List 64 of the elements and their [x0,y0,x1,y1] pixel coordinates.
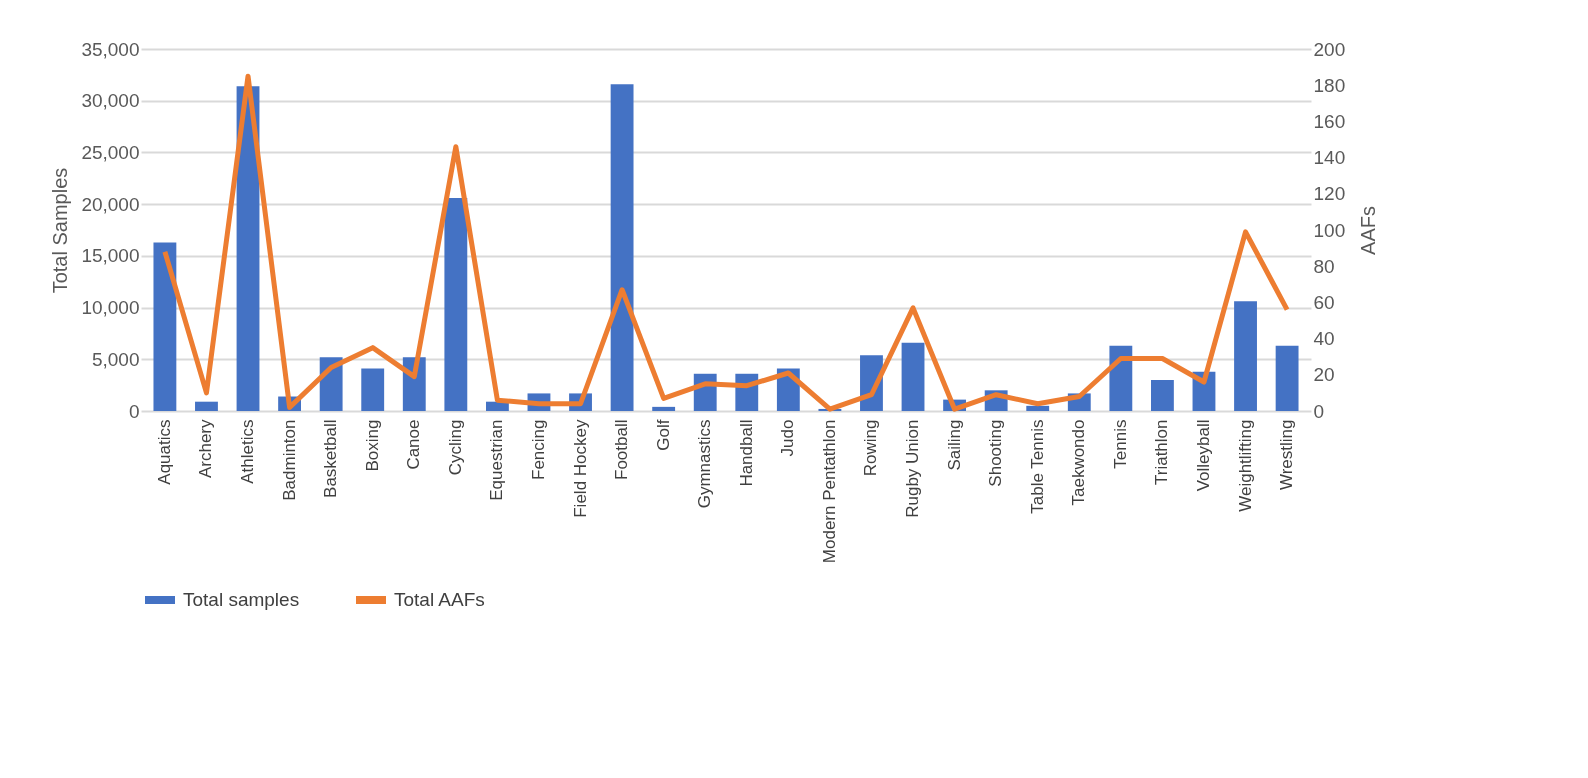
x-tick-label: Cycling [445,419,465,476]
x-tick-label: Handball [736,419,756,487]
y2-tick-label: 0 [1313,400,1325,422]
x-tick-label: Taekwondo [1069,419,1089,506]
x-tick-label: Judo [778,419,798,457]
x-tick-label: Tennis [1110,419,1130,469]
x-tick-label: Shooting [986,419,1006,487]
x-tick-label: Table Tennis [1027,419,1047,514]
x-tick-label: Weightlifting [1235,419,1255,512]
bar [1150,379,1174,411]
x-tick-label: Rowing [861,419,881,477]
y-axis-title: Total Samples [49,167,72,294]
x-tick-label: Archery [196,419,216,479]
x-tick-label: Athletics [238,419,258,484]
x-tick-label: Fencing [528,419,548,480]
x-tick-label: Football [612,419,632,480]
bar [1109,345,1133,411]
y2-tick-label: 200 [1313,38,1346,60]
y-tick-label: 30,000 [81,90,140,112]
x-tick-label: Modern Pentathlon [819,419,839,564]
x-tick-label: Sailing [944,419,964,471]
bar [444,197,468,411]
bar [652,406,676,411]
y-tick-label: 25,000 [81,141,140,163]
bar [1026,405,1050,411]
y2-tick-label: 100 [1313,219,1346,241]
y2-tick-label: 20 [1313,364,1335,386]
x-tick-label: Wrestling [1277,419,1297,491]
y2-tick-label: 120 [1313,183,1346,205]
bar [195,401,218,411]
bar [153,242,177,411]
x-tick-label: Boxing [362,419,382,472]
y-tick-label: 0 [128,400,140,422]
y-tick-label: 35,000 [81,38,140,60]
x-tick-label: Field Hockey [570,419,590,518]
x-tick-label: Volleyball [1193,419,1213,492]
bar [1234,301,1257,411]
y2-tick-label: 60 [1313,291,1335,313]
y2-axis-title: AAFs [1357,206,1380,255]
x-tick-label: Canoe [404,419,424,470]
x-tick-label: Equestrian [487,419,507,501]
x-tick-label: Aquatics [154,419,174,485]
y-tick-label: 10,000 [81,297,140,319]
y2-tick-label: 80 [1313,255,1335,277]
y2-tick-label: 180 [1313,74,1346,96]
y2-tick-label: 40 [1313,328,1335,350]
bar [901,342,925,411]
y-tick-label: 5,000 [91,348,140,370]
y2-tick-label: 140 [1313,147,1346,169]
bar [485,401,509,411]
bar [1275,345,1299,411]
x-tick-label: Triathlon [1152,419,1172,486]
y2-tick-label: 160 [1313,110,1346,132]
legend-label: Total AAFs [394,589,485,610]
bar [361,368,385,411]
y-tick-label: 15,000 [81,245,140,267]
x-tick-label: Rugby Union [903,419,923,518]
bar [610,84,634,411]
x-tick-label: Gymnastics [695,419,715,509]
y-tick-label: 20,000 [81,193,140,215]
legend-label: Total samples [183,589,300,610]
x-tick-label: Golf [653,419,673,451]
x-tick-label: Basketball [321,419,341,498]
x-tick-label: Badminton [279,419,299,501]
